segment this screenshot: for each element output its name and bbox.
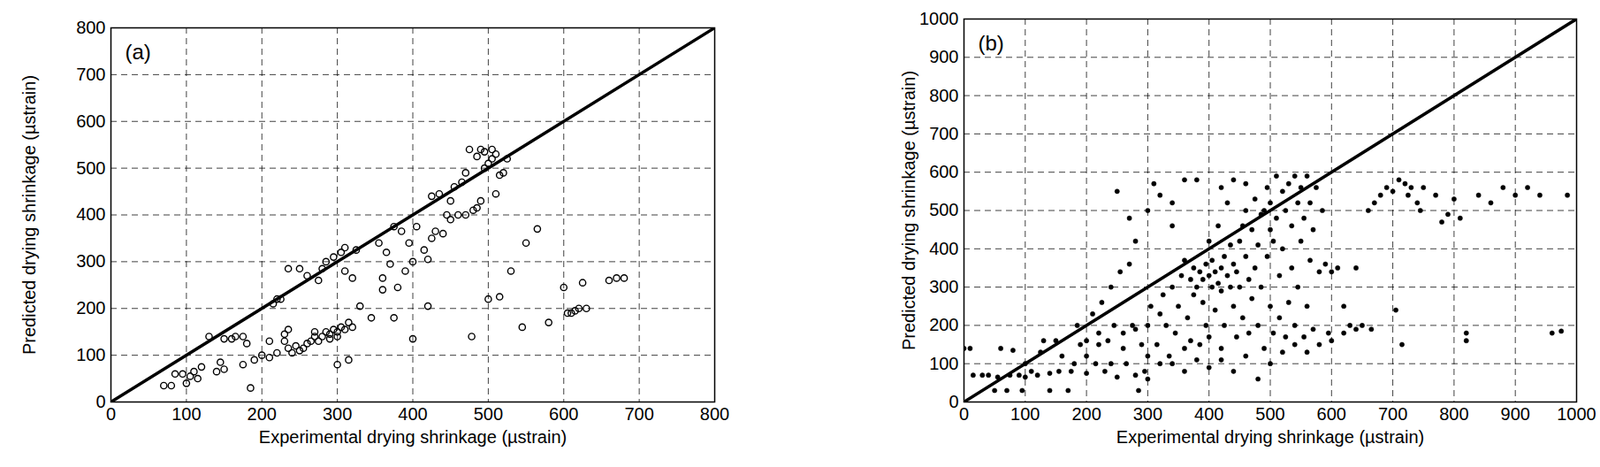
svg-text:400: 400 — [929, 238, 959, 259]
svg-text:(b): (b) — [978, 30, 1005, 55]
svg-text:(a): (a) — [125, 39, 152, 64]
svg-text:300: 300 — [1133, 403, 1163, 424]
svg-text:900: 900 — [1500, 403, 1531, 424]
svg-text:Predicted drying shrinkage (µs: Predicted drying shrinkage (µstrain) — [19, 75, 39, 355]
svg-text:100: 100 — [171, 403, 201, 424]
svg-text:200: 200 — [1071, 403, 1101, 424]
svg-text:300: 300 — [929, 276, 959, 297]
svg-text:0: 0 — [948, 391, 959, 412]
svg-text:600: 600 — [929, 161, 959, 182]
svg-text:600: 600 — [76, 111, 106, 131]
svg-text:0: 0 — [106, 403, 116, 424]
svg-text:400: 400 — [397, 403, 427, 424]
svg-text:500: 500 — [929, 199, 959, 220]
svg-text:400: 400 — [76, 204, 106, 224]
svg-text:200: 200 — [247, 403, 277, 424]
svg-text:900: 900 — [929, 46, 959, 67]
svg-text:200: 200 — [76, 297, 106, 318]
svg-text:1000: 1000 — [919, 8, 960, 29]
svg-text:700: 700 — [1378, 403, 1408, 424]
svg-text:600: 600 — [1317, 403, 1347, 424]
svg-text:800: 800 — [1439, 403, 1469, 424]
svg-text:800: 800 — [700, 403, 730, 424]
svg-text:Predicted drying shrinkage (µs: Predicted drying shrinkage (µstrain) — [899, 70, 919, 351]
svg-text:1000: 1000 — [1556, 403, 1597, 424]
svg-text:700: 700 — [624, 403, 654, 424]
svg-text:Experimental drying shrinkage: Experimental drying shrinkage (µstrain) — [1116, 426, 1425, 447]
svg-text:100: 100 — [929, 353, 959, 374]
svg-text:500: 500 — [1255, 403, 1285, 424]
svg-text:600: 600 — [548, 403, 579, 424]
svg-text:500: 500 — [76, 158, 106, 178]
svg-text:400: 400 — [1194, 403, 1224, 424]
svg-text:700: 700 — [929, 123, 959, 144]
svg-text:100: 100 — [76, 344, 106, 365]
svg-text:200: 200 — [929, 314, 959, 335]
svg-text:800: 800 — [76, 17, 106, 38]
svg-text:300: 300 — [322, 403, 352, 424]
svg-text:500: 500 — [473, 403, 503, 424]
svg-text:800: 800 — [929, 85, 959, 106]
svg-text:0: 0 — [95, 391, 106, 412]
svg-text:100: 100 — [1010, 403, 1040, 424]
svg-text:0: 0 — [959, 403, 969, 424]
svg-text:300: 300 — [76, 251, 106, 271]
svg-text:Experimental drying shrinkage: Experimental drying shrinkage (µstrain) — [259, 426, 567, 447]
svg-text:700: 700 — [76, 64, 106, 84]
